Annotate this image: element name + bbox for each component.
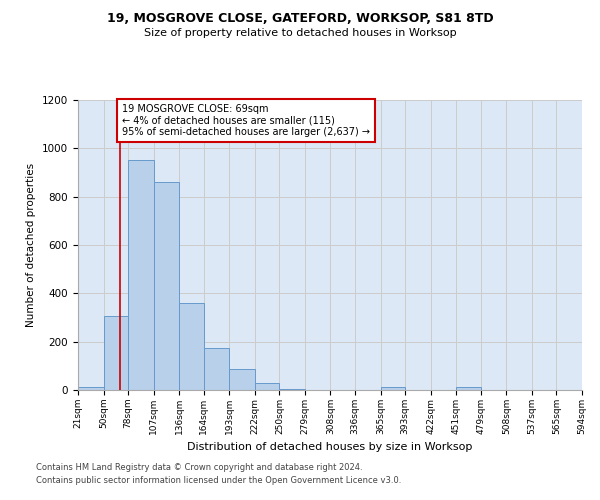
Text: Size of property relative to detached houses in Worksop: Size of property relative to detached ho…	[143, 28, 457, 38]
Bar	[456, 387, 481, 390]
Bar	[154, 182, 179, 390]
Bar	[255, 383, 280, 390]
Text: Contains HM Land Registry data © Crown copyright and database right 2024.: Contains HM Land Registry data © Crown c…	[36, 464, 362, 472]
Text: Distribution of detached houses by size in Worksop: Distribution of detached houses by size …	[187, 442, 473, 452]
Bar	[179, 304, 204, 390]
Text: Contains public sector information licensed under the Open Government Licence v3: Contains public sector information licen…	[36, 476, 401, 485]
Text: 19, MOSGROVE CLOSE, GATEFORD, WORKSOP, S81 8TD: 19, MOSGROVE CLOSE, GATEFORD, WORKSOP, S…	[107, 12, 493, 26]
Bar	[104, 316, 128, 390]
Bar	[280, 389, 305, 390]
Y-axis label: Number of detached properties: Number of detached properties	[26, 163, 37, 327]
Bar	[380, 387, 405, 390]
Text: 19 MOSGROVE CLOSE: 69sqm
← 4% of detached houses are smaller (115)
95% of semi-d: 19 MOSGROVE CLOSE: 69sqm ← 4% of detache…	[122, 104, 370, 137]
Bar	[78, 387, 104, 390]
Bar	[204, 348, 229, 390]
Bar	[229, 370, 255, 390]
Bar	[128, 160, 154, 390]
